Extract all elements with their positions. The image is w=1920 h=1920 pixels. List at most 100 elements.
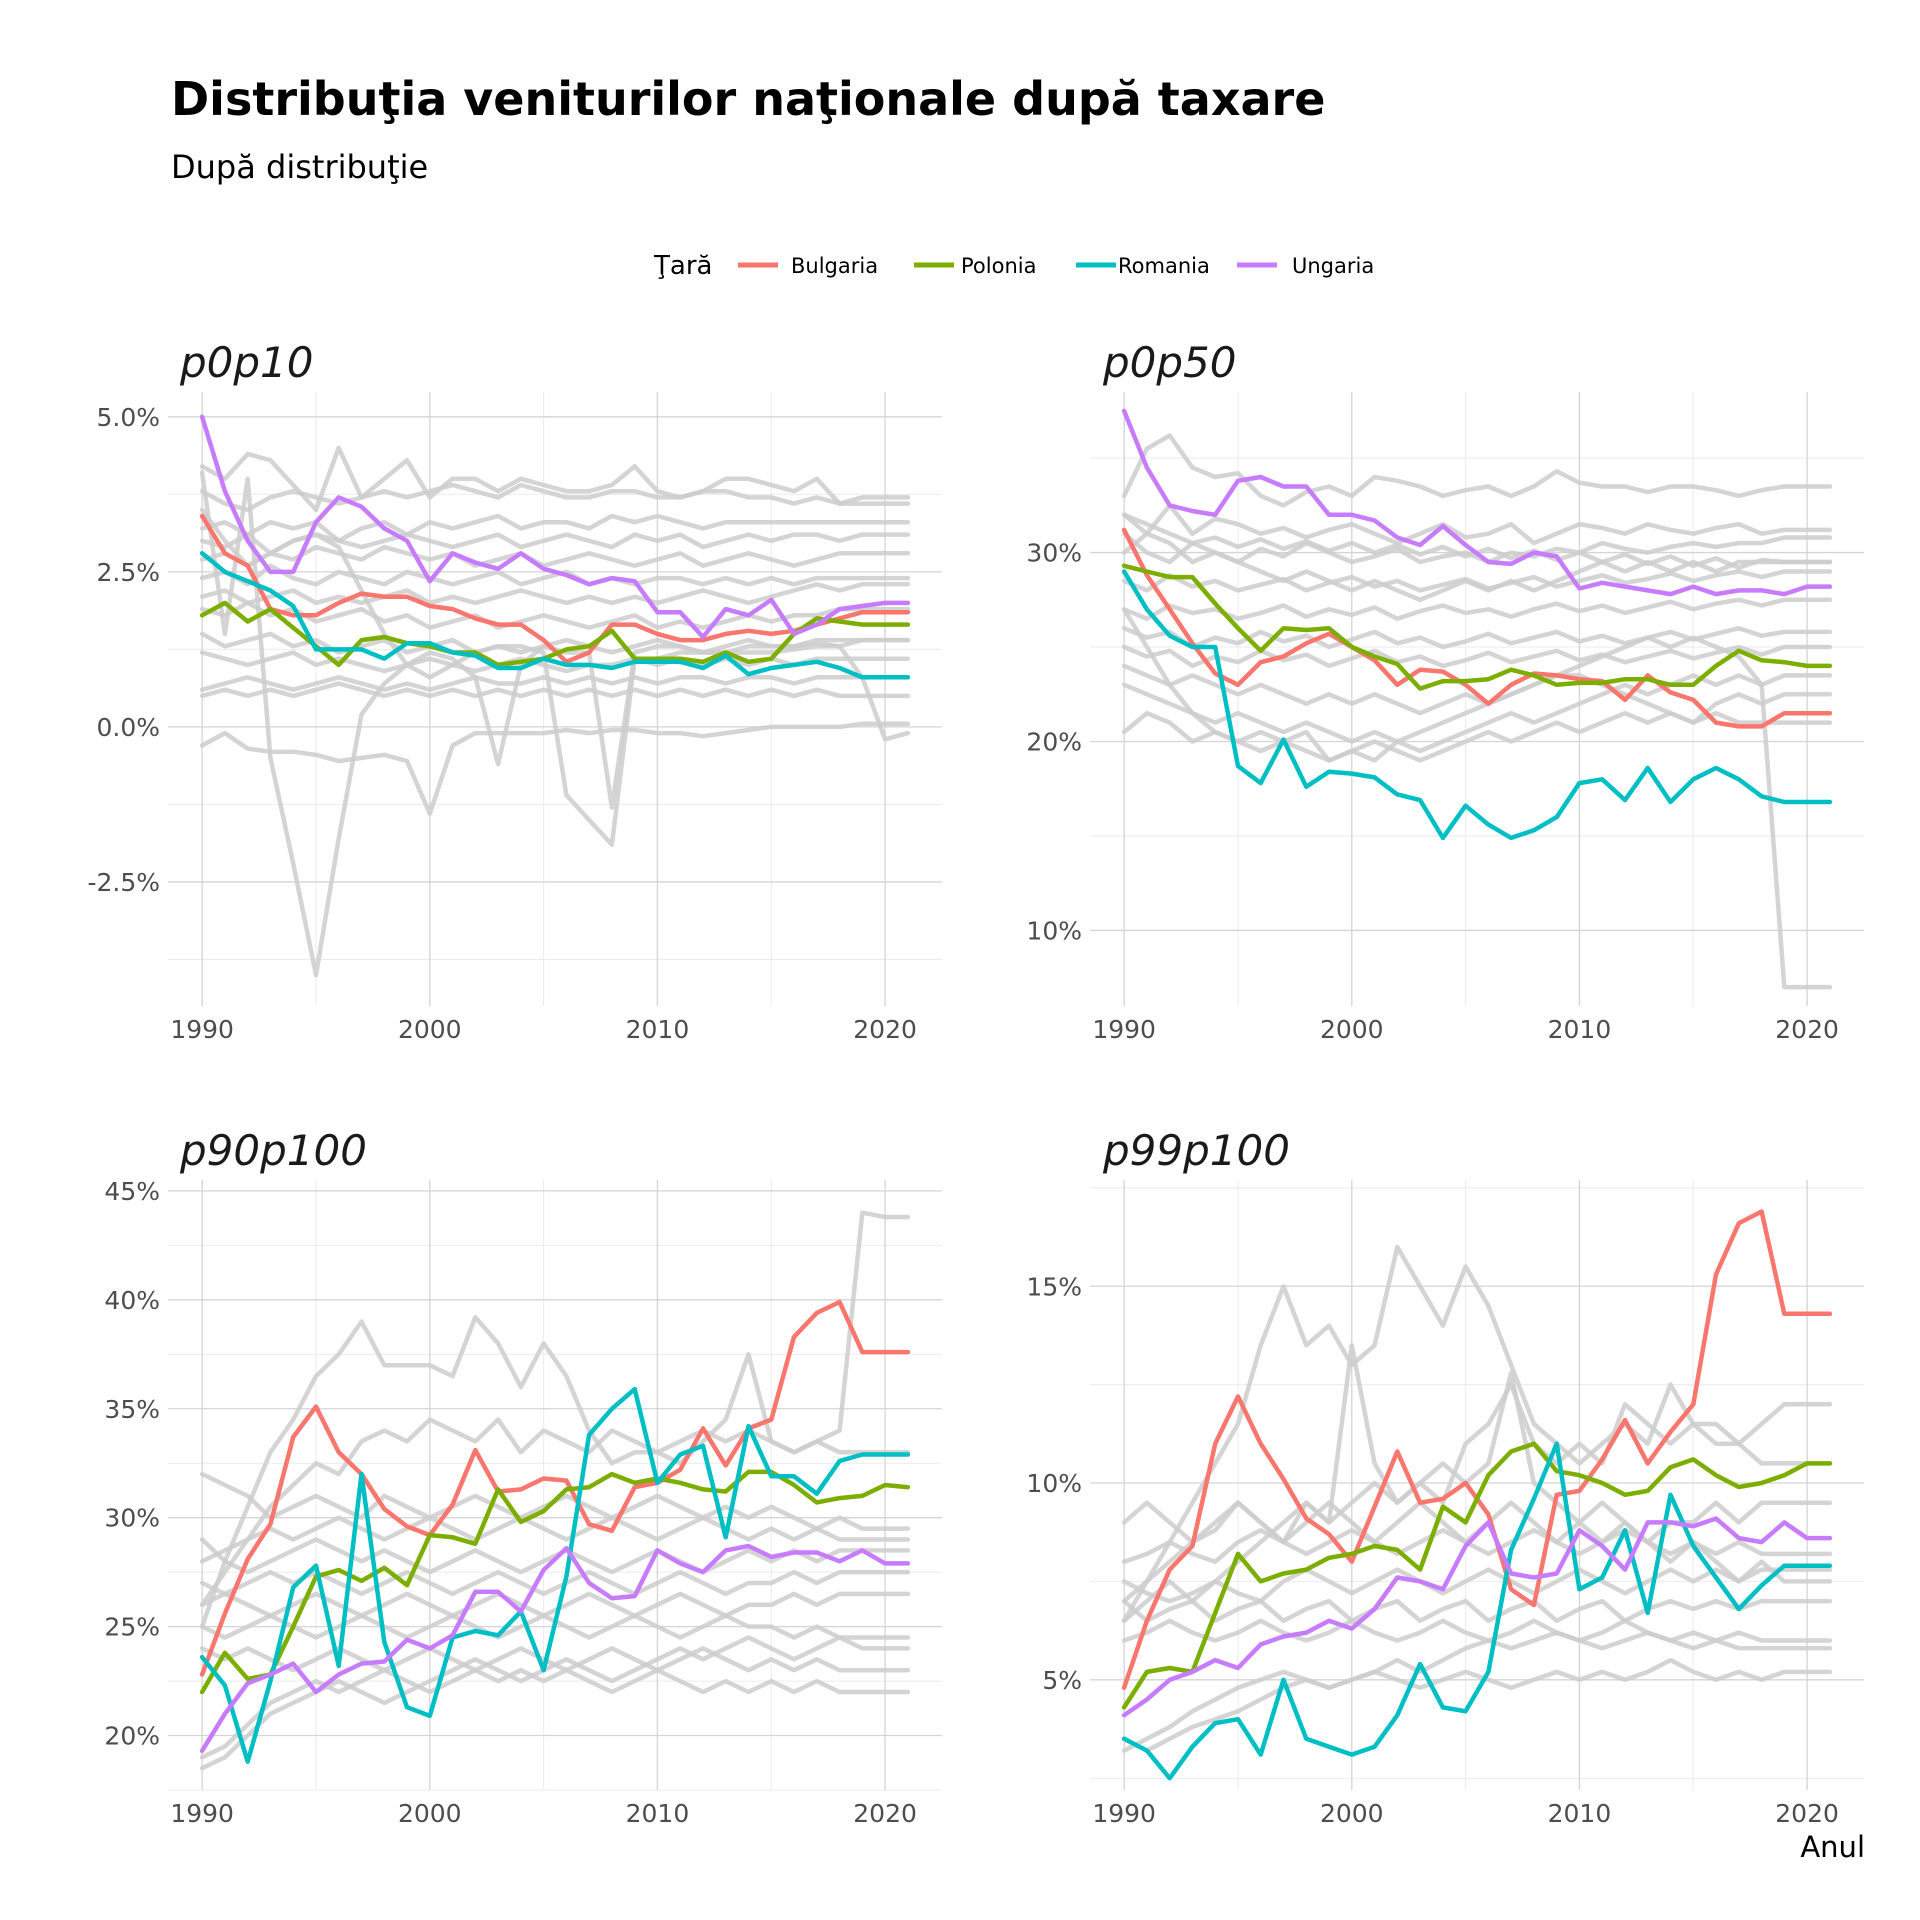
y-tick-label: 2.5% — [96, 558, 160, 587]
background-series-line — [199, 681, 911, 699]
chart-subtitle: După distribuţie — [171, 148, 428, 186]
series-line-ungaria — [1121, 408, 1833, 597]
chart-title: Distribuţia veniturilor naţionale după t… — [171, 72, 1325, 126]
background-series-line — [1121, 607, 1833, 990]
series-line-ungaria — [199, 1543, 911, 1754]
background-series-line — [199, 1591, 911, 1618]
x-tick-label: 2020 — [1775, 1799, 1839, 1828]
y-tick-label: 40% — [104, 1286, 160, 1315]
x-tick-label: 1990 — [170, 1799, 234, 1828]
background-series-line — [199, 600, 911, 630]
x-tick-label: 2020 — [853, 1799, 917, 1828]
background-series-line — [1121, 597, 1833, 621]
background-series-line — [1121, 1244, 1833, 1624]
background-series-line — [1121, 1528, 1833, 1564]
background-series-line — [199, 482, 911, 513]
series-line-bulgaria — [199, 1299, 911, 1677]
background-series-line — [1121, 663, 1833, 725]
background-series-line — [1121, 531, 1833, 565]
background-series-line — [199, 675, 911, 692]
series-line-polonia — [1121, 563, 1833, 691]
legend-label-polonia: Polonia — [961, 254, 1036, 278]
panel-p99p100: p99p100 5% 10% 15% 1990 2000 2010 2020 — [1026, 1126, 1864, 1828]
y-tick-label: 30% — [104, 1504, 160, 1533]
y-tick-label: 45% — [104, 1177, 160, 1206]
legend-label-bulgaria: Bulgaria — [791, 254, 878, 278]
legend-entry-polonia: Polonia — [914, 254, 1036, 278]
series-line-polonia — [1121, 1441, 1833, 1710]
background-series-line — [199, 1417, 911, 1608]
panel-p0p10: p0p10 -2.5% 0.0% 2.5% 5.0% 1990 2000 2010 2020 — [87, 338, 942, 1044]
background-series-line — [199, 631, 911, 655]
background-series-line — [199, 513, 911, 544]
background-series-line — [1121, 1630, 1833, 1753]
y-tick-label: 30% — [1026, 539, 1082, 568]
y-tick-label: 10% — [1026, 1469, 1082, 1498]
background-series-line — [1121, 625, 1833, 650]
background-series-line — [199, 582, 911, 606]
x-axis-title: Anul — [1800, 1830, 1865, 1864]
background-series-line — [1121, 644, 1833, 669]
x-tick-label: 2010 — [1548, 1799, 1612, 1828]
panels: p0p10-2.5%0.0%2.5%5.0%1990 2000 2010 2020p0… — [87, 338, 1864, 1828]
legend-entry-romania: Romania — [1076, 254, 1210, 278]
legend-entry-ungaria: Ungaria — [1237, 254, 1374, 278]
background-series-line — [199, 544, 911, 568]
y-tick-label: 15% — [1026, 1272, 1082, 1301]
legend-entry-bulgaria: Bulgaria — [738, 254, 878, 278]
y-tick-label: 20% — [104, 1722, 160, 1751]
series-line-ungaria — [199, 414, 911, 640]
x-tick-label: 2000 — [1320, 1799, 1384, 1828]
x-tick-label: 2000 — [1320, 1015, 1384, 1044]
x-tick-label: 2020 — [853, 1015, 917, 1044]
panel-title: p0p10 — [179, 338, 314, 387]
x-tick-label: 2000 — [398, 1015, 462, 1044]
panel-p0p50: p0p50 10% 20% 30% 1990 2000 2010 2020 — [1026, 338, 1864, 1044]
legend-title: Ţară — [653, 251, 712, 281]
panel-title: p90p100 — [179, 1126, 367, 1175]
background-series-line — [1121, 1657, 1833, 1753]
background-series-line — [1121, 1598, 1833, 1624]
background-series-line — [199, 563, 911, 587]
background-series-line — [199, 1635, 911, 1771]
series-line-romania — [1121, 569, 1833, 841]
y-tick-label: -2.5% — [87, 868, 160, 897]
panel-p90p100: p90p100 20% 25% 30% 35% 40% 45% 1990 2000 2010 202… — [104, 1126, 942, 1828]
y-tick-label: 5.0% — [96, 403, 160, 432]
legend-label-romania: Romania — [1118, 254, 1210, 278]
x-tick-label: 2010 — [1548, 1015, 1612, 1044]
y-tick-label: 20% — [1026, 728, 1082, 757]
y-tick-label: 5% — [1042, 1666, 1082, 1695]
background-series-line — [199, 532, 911, 556]
y-tick-label: 25% — [104, 1613, 160, 1642]
background-series-line — [1121, 1618, 1833, 1643]
x-tick-label: 2010 — [626, 1015, 690, 1044]
x-tick-label: 2020 — [1775, 1015, 1839, 1044]
x-tick-label: 2010 — [626, 1799, 690, 1828]
background-series-line — [1121, 710, 1833, 763]
x-tick-label: 1990 — [1092, 1015, 1156, 1044]
series-line-romania — [1121, 1441, 1833, 1781]
legend: Ţară Bulgaria Polonia Romania Ungaria — [653, 251, 1374, 281]
series-line-romania — [199, 1386, 911, 1764]
background-series-line — [1121, 673, 1833, 754]
x-tick-label: 1990 — [1092, 1799, 1156, 1828]
series-line-bulgaria — [1121, 527, 1833, 729]
series-line-polonia — [199, 1469, 911, 1695]
background-series-line — [1121, 433, 1833, 508]
series-line-romania — [199, 551, 911, 680]
background-series-line — [1121, 531, 1833, 603]
y-tick-label: 10% — [1026, 916, 1082, 945]
series-line-ungaria — [1121, 1516, 1833, 1718]
panel-title: p0p50 — [1102, 338, 1237, 387]
y-tick-label: 35% — [104, 1395, 160, 1424]
background-series-line — [1121, 503, 1833, 546]
background-series-line — [199, 1667, 911, 1760]
x-tick-label: 1990 — [170, 1015, 234, 1044]
panel-title: p99p100 — [1102, 1126, 1290, 1175]
x-tick-label: 2000 — [398, 1799, 462, 1828]
legend-label-ungaria: Ungaria — [1292, 254, 1374, 278]
background-series-line — [199, 1515, 911, 1564]
background-series-line — [199, 1537, 911, 1575]
